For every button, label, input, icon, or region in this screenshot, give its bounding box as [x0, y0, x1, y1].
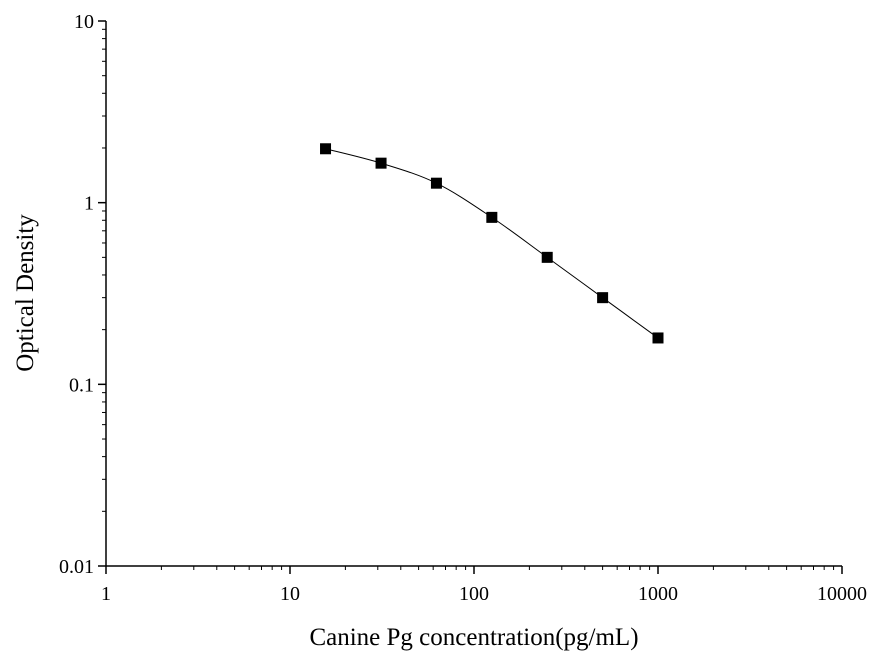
- y-tick-label: 10: [74, 11, 94, 33]
- curve: [325, 148, 659, 339]
- data-point: [375, 157, 387, 169]
- ticks: 1 10 100 1000 10000 0.01 0.1 1 10: [59, 11, 867, 605]
- data-point: [486, 211, 498, 223]
- x-tick-label: 1: [101, 583, 111, 605]
- x-tick-label: 10000: [817, 583, 867, 605]
- y-axis-title: Optical Density: [12, 214, 39, 372]
- data-point: [320, 143, 332, 155]
- y-tick-label: 0.01: [59, 556, 94, 578]
- x-tick-label: 10: [280, 583, 300, 605]
- data-point: [597, 292, 609, 304]
- y-tick-label: 0.1: [69, 374, 94, 396]
- x-tick-label: 100: [459, 583, 489, 605]
- data-point: [541, 251, 553, 263]
- fit-curve: [325, 148, 659, 339]
- x-tick-label: 1000: [638, 583, 678, 605]
- data-point: [652, 332, 664, 344]
- axes: [105, 21, 842, 567]
- x-axis-title: Canine Pg concentration(pg/mL): [309, 624, 638, 651]
- data-point: [430, 177, 442, 189]
- data-points: [320, 143, 664, 344]
- y-tick-label: 1: [84, 193, 94, 215]
